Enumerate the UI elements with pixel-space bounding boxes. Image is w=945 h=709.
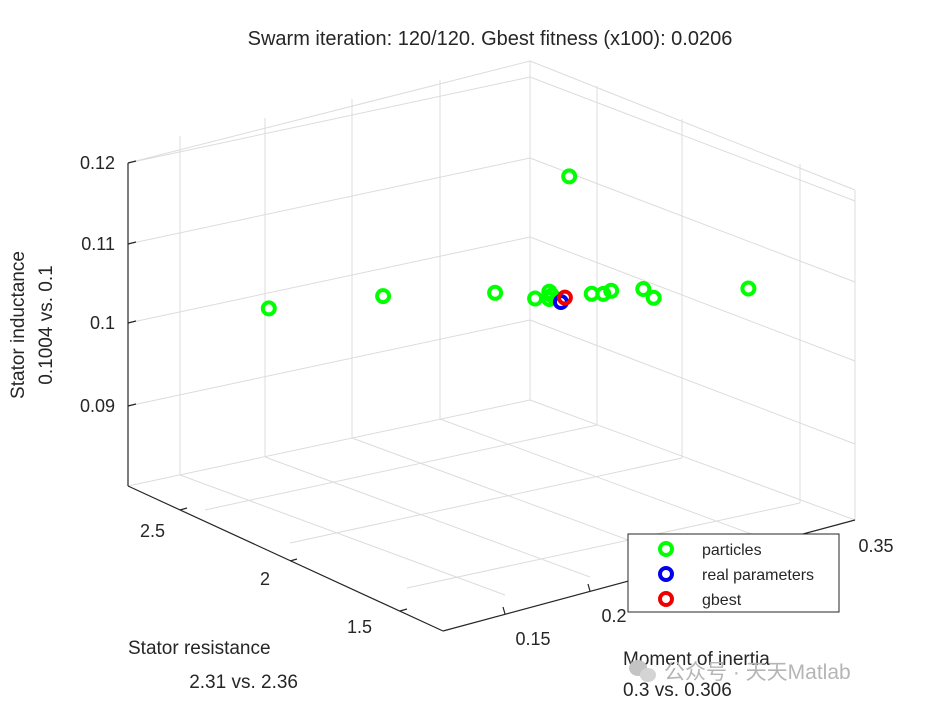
gbest-point — [556, 289, 573, 306]
grid-line — [529, 157, 856, 283]
grid-line — [351, 437, 678, 559]
particles-point — [635, 281, 652, 297]
y-tick-label: 2.5 — [140, 521, 165, 541]
grid-line — [127, 76, 531, 164]
grid-line — [204, 424, 598, 511]
legend-label-real-parameters: real parameters — [702, 567, 814, 584]
z-axis-label-line2: 0.1004 vs. 0.1 — [36, 265, 57, 384]
y-tick-labels: 2.5 2 1.5 — [140, 521, 372, 637]
z-tick-label: 0.09 — [80, 396, 115, 416]
z-tick-labels: 0.12 0.11 0.1 0.09 — [80, 153, 115, 416]
particles-point — [561, 168, 578, 185]
y-tick-mark — [179, 507, 188, 511]
grid-line — [529, 60, 856, 191]
z-tick-label: 0.12 — [80, 153, 115, 173]
y-axis-label-line2: 2.31 vs. 2.36 — [189, 672, 298, 693]
grid-line — [529, 399, 856, 521]
z-tick-mark — [127, 241, 137, 245]
grid-line — [529, 236, 856, 362]
legend-marker-gbest — [658, 591, 674, 607]
chart-title: Swarm iteration: 120/120. Gbest fitness … — [248, 28, 733, 50]
z-tick-label: 0.1 — [90, 313, 115, 333]
grid-line — [439, 418, 766, 540]
y-tick-mark — [399, 608, 408, 612]
x-tick-label: 0.2 — [601, 606, 626, 626]
legend-label-gbest: gbest — [702, 592, 742, 609]
z-tick-mark — [127, 320, 137, 324]
grid-line — [127, 157, 531, 245]
axes-grid — [127, 60, 856, 596]
grid-line — [264, 456, 591, 578]
scatter-points — [260, 168, 757, 317]
x-tick-label: 0.35 — [858, 536, 893, 556]
particles-point — [603, 282, 620, 299]
grid-line — [406, 502, 801, 589]
y-tick-mark — [289, 558, 298, 562]
x-axis-label-line1: Moment of inertia — [623, 649, 770, 670]
grid-line — [529, 76, 856, 202]
x-tick-label: 0.15 — [515, 629, 550, 649]
z-axis-label-line1: Stator inductance — [8, 251, 29, 399]
grid-line — [127, 60, 531, 164]
watermark-text: 公众号 · 天天Matlab — [664, 661, 851, 684]
wechat-icon — [629, 660, 656, 682]
z-axis-label: Stator inductance 0.1004 vs. 0.1 — [8, 251, 57, 399]
y-tick-label: 1.5 — [347, 617, 372, 637]
x-axis-label: Moment of inertia 0.3 vs. 0.306 — [623, 649, 770, 701]
legend-marker-particles — [658, 541, 674, 557]
grid-line — [127, 236, 531, 324]
particles-point — [260, 300, 277, 317]
y-tick-label: 2 — [260, 569, 270, 589]
z-tick-mark — [127, 403, 137, 407]
particles-point — [595, 285, 612, 302]
legend-label-particles: particles — [702, 542, 762, 559]
watermark: 公众号 · 天天Matlab — [629, 660, 851, 684]
particles-point — [487, 284, 504, 301]
grid-line — [289, 457, 683, 544]
z-tick-mark — [127, 160, 137, 164]
particles-point — [645, 289, 662, 306]
z-tick-label: 0.11 — [81, 234, 115, 254]
grid-line — [127, 319, 531, 407]
x-axis-label-line2: 0.3 vs. 0.306 — [623, 680, 732, 701]
grid-line — [529, 319, 856, 445]
y-axis-line — [127, 485, 444, 632]
x-tick-mark — [502, 606, 506, 615]
grid-line — [179, 474, 506, 596]
particles-point — [740, 280, 757, 297]
y-axis-label: Stator resistance 2.31 vs. 2.36 — [128, 638, 298, 693]
particles-point — [527, 290, 544, 307]
legend-marker-real-parameters — [658, 566, 674, 582]
particles-point — [375, 288, 392, 305]
y-axis-label-line1: Stator resistance — [128, 638, 271, 659]
legend-box — [627, 533, 840, 613]
legend: particles real parameters gbest — [627, 533, 840, 613]
x-tick-labels: 0.15 0.2 0.35 — [515, 536, 893, 649]
x-tick-mark — [587, 583, 591, 592]
grid-line — [127, 399, 531, 487]
